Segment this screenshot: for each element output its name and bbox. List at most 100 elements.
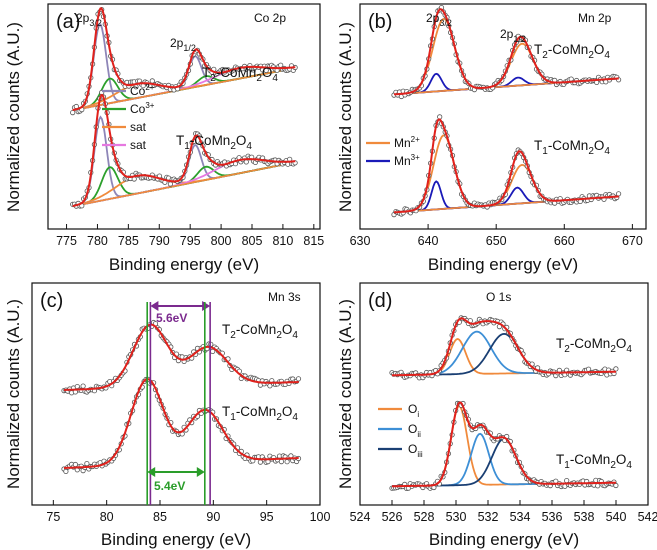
panel-a-x-ticks: 775 780 785 790 795 800 805 810 815 xyxy=(56,224,324,248)
x-tick-label: 810 xyxy=(272,234,293,248)
background-line xyxy=(72,67,296,112)
panel-b-x-ticks: 630 640 650 660 670 xyxy=(350,224,643,248)
data-point xyxy=(295,376,302,382)
x-tick-label: 780 xyxy=(87,234,108,248)
x-tick-label: 536 xyxy=(542,510,563,524)
data-point xyxy=(613,366,619,372)
panel-a-sample-t2: T2-CoMn2O4 xyxy=(202,65,278,84)
panel-b-plot xyxy=(391,4,622,218)
data-point xyxy=(167,181,173,187)
panel-d-sample-t1: T1-CoMn2O4 xyxy=(556,452,632,471)
data-point xyxy=(84,460,90,467)
panel-a-xlabel: Binding energy (eV) xyxy=(109,255,259,274)
component-peak-Oi xyxy=(392,404,616,488)
data-point xyxy=(278,458,284,465)
panel-a-ylabel: Normalized counts (A.U.) xyxy=(4,22,23,212)
panel-b-peak-label-2p12: 2p1/2 xyxy=(500,27,526,44)
legend-oi-label: Oi xyxy=(408,402,419,419)
x-tick-label: 542 xyxy=(638,510,657,524)
split-arrowhead-left xyxy=(150,301,159,311)
panel-d-sample-t2: T2-CoMn2O4 xyxy=(556,336,632,355)
panel-c-sample-t1: T1-CoMn2O4 xyxy=(222,404,298,423)
legend-oii-label: Oii xyxy=(408,422,421,439)
x-tick-label: 785 xyxy=(118,234,139,248)
fit-envelope xyxy=(64,323,299,391)
legend-mn2-label: Mn2+ xyxy=(394,135,420,150)
background-line xyxy=(72,161,296,208)
panel-c-splittings xyxy=(146,301,211,505)
data-point xyxy=(595,483,601,489)
panel-a-peak-label-2p32: 2p3/2 xyxy=(76,11,102,28)
panel-c: 75 80 85 90 95 100 (c) Mn 3s 5.6eV 5.4eV T2-C… xyxy=(31,282,330,524)
panel-d-xlabel: Binding energy (eV) xyxy=(429,530,579,549)
x-tick-label: 538 xyxy=(574,510,595,524)
panel-d-title: O 1s xyxy=(486,290,511,304)
data-point xyxy=(80,383,86,389)
split-arrowhead-right xyxy=(202,301,211,311)
panel-c-x-ticks: 75 80 85 90 95 100 xyxy=(46,500,330,524)
x-tick-label: 790 xyxy=(149,234,170,248)
fit-envelope xyxy=(392,317,616,377)
x-tick-label: 660 xyxy=(554,234,575,248)
panel-d-plot xyxy=(389,315,619,491)
legend-sat1-label: sat xyxy=(130,120,147,134)
panel-c-title: Mn 3s xyxy=(268,290,301,304)
x-tick-label: 524 xyxy=(350,510,371,524)
legend-mn3-label: Mn3+ xyxy=(394,153,420,168)
panel-c-letter: (c) xyxy=(40,290,63,312)
fit-envelope xyxy=(72,7,296,112)
panel-b: 630 640 650 660 670 (b) Mn 2p 2p3/2 2p1/2 T2… xyxy=(350,3,647,248)
x-tick-label: 540 xyxy=(606,510,627,524)
panel-c-sample-t2: T2-CoMn2O4 xyxy=(222,322,298,341)
panel-b-ylabel: Normalized counts (A.U.) xyxy=(336,22,355,212)
panel-a-plot xyxy=(70,7,298,209)
panel-b-frame xyxy=(359,3,647,230)
panel-a: 775 780 785 790 795 800 805 810 815 (a) Co 2p 2p… xyxy=(47,3,324,248)
panel-b-legend: Mn2+ Mn3+ xyxy=(366,135,420,168)
panel-b-peak-label-2p32: 2p3/2 xyxy=(426,11,452,28)
x-tick-label: 532 xyxy=(478,510,499,524)
panel-c-xlabel: Binding energy (eV) xyxy=(101,530,251,549)
split-arrowhead-right xyxy=(196,467,205,477)
data-point xyxy=(615,191,622,197)
x-tick-label: 528 xyxy=(414,510,435,524)
panel-c-split-label-t1: 5.4eV xyxy=(154,479,185,493)
x-tick-label: 95 xyxy=(260,510,274,524)
split-arrowhead-left xyxy=(147,467,156,477)
panel-a-title: Co 2p xyxy=(254,11,286,25)
fit-envelope xyxy=(72,93,296,207)
panel-d-ylabel: Normalized counts (A.U.) xyxy=(336,299,355,489)
panel-b-title: Mn 2p xyxy=(578,11,612,25)
data-point xyxy=(63,468,69,474)
data-point xyxy=(70,110,76,116)
x-tick-label: 640 xyxy=(418,234,439,248)
fit-envelope xyxy=(392,401,616,488)
panel-a-frame xyxy=(47,3,321,230)
panel-b-sample-t2: T2-CoMn2O4 xyxy=(534,42,610,61)
panel-a-legend: Co2+ Co3+ sat sat xyxy=(102,83,155,152)
panel-d-letter: (d) xyxy=(368,290,392,312)
panel-d-frame xyxy=(359,282,649,506)
panel-d: 524 526 528 530 532 534 536 538 540 542 (d) O 1s … xyxy=(350,282,657,524)
panel-c-plot xyxy=(61,319,302,474)
x-tick-label: 670 xyxy=(622,234,643,248)
x-tick-label: 85 xyxy=(153,510,167,524)
panel-b-sample-t1: T1-CoMn2O4 xyxy=(534,138,610,157)
panel-d-x-ticks: 524 526 528 530 532 534 536 538 540 542 xyxy=(350,500,657,524)
panel-a-peak-label-2p12: 2p1/2 xyxy=(170,36,196,53)
data-point xyxy=(437,114,443,120)
data-point xyxy=(243,159,249,165)
panel-c-frame xyxy=(31,282,321,506)
data-point xyxy=(613,482,619,489)
x-tick-label: 805 xyxy=(242,234,263,248)
x-tick-label: 815 xyxy=(303,234,324,248)
x-tick-label: 80 xyxy=(100,510,114,524)
panel-b-letter: (b) xyxy=(368,11,392,33)
x-tick-label: 795 xyxy=(180,234,201,248)
panel-c-ylabel: Normalized counts (A.U.) xyxy=(4,299,23,489)
legend-sat2-label: sat xyxy=(130,138,147,152)
x-tick-label: 775 xyxy=(56,234,77,248)
fit-envelope xyxy=(64,378,299,469)
legend-oiii-label: Oiii xyxy=(408,442,423,459)
